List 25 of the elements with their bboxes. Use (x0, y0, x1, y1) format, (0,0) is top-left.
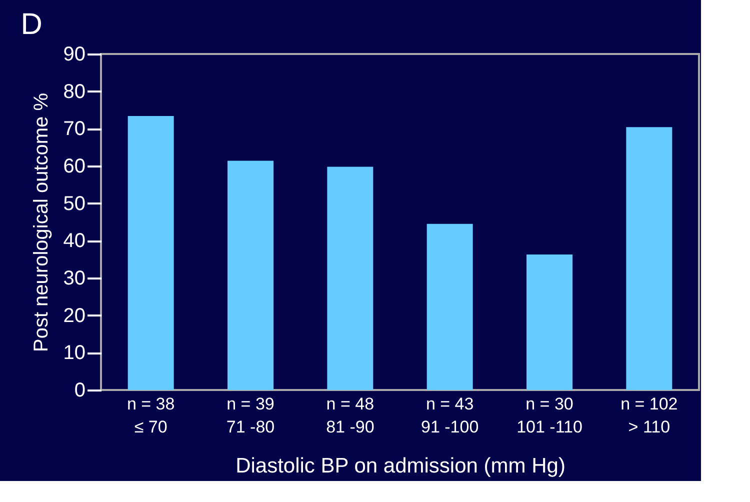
bar (526, 254, 572, 390)
y-tick-label: 0 (74, 380, 86, 402)
y-tick-label: 20 (63, 304, 86, 327)
x-axis-title: Diastolic BP on admission (mm Hg) (236, 454, 566, 478)
y-tick-label: 90 (63, 44, 86, 66)
bar (228, 160, 274, 390)
x-tick-label: n = 30 101 -110 (516, 394, 582, 436)
y-tick-label: 80 (63, 80, 86, 103)
bar (327, 166, 374, 390)
chart-title: D (20, 8, 42, 41)
y-tick-label: 40 (63, 230, 86, 252)
y-tick-label: 70 (63, 118, 86, 140)
y-axis-title: Post neurological outcome % (30, 92, 52, 352)
x-tick-label: n = 43 91 -100 (420, 394, 479, 436)
bar (426, 224, 473, 390)
y-tick-label: 30 (63, 268, 86, 290)
bar (128, 116, 174, 390)
y-tick-label: 60 (63, 156, 86, 178)
x-tick-label: n = 39 71 -80 (226, 394, 275, 436)
x-tick-label: n = 102 > 110 (620, 394, 678, 436)
y-tick-label: 10 (63, 342, 86, 364)
y-tick-label: 50 (63, 192, 86, 215)
x-tick-label: n = 48 81 -90 (326, 394, 374, 436)
bar (626, 127, 672, 390)
x-tick-label: n = 38 ≤ 70 (126, 394, 175, 436)
